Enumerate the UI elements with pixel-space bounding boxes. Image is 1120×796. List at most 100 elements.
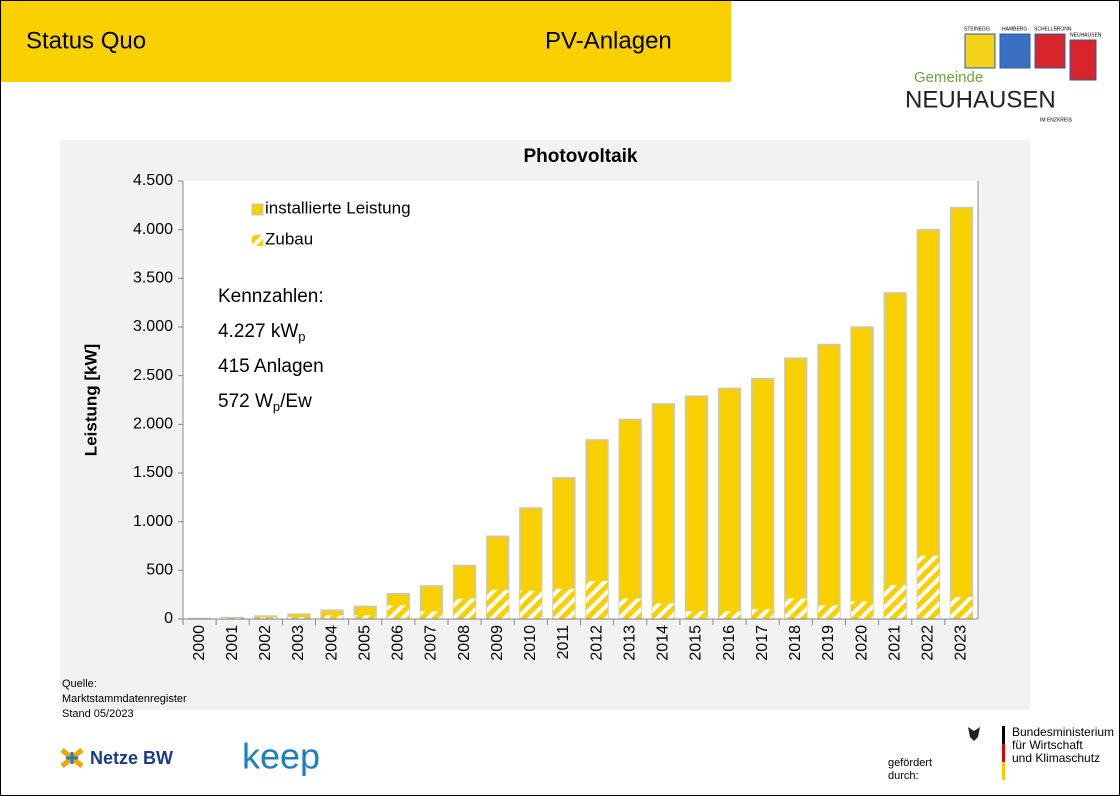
flag-stripe <box>1002 744 1005 762</box>
annotation-text: 4.227 kW <box>218 321 298 342</box>
coat-of-arms <box>1034 33 1066 69</box>
x-tick-label: 2000 <box>191 625 208 661</box>
logo-name: Gemeinde <box>914 69 983 86</box>
bar <box>486 589 509 619</box>
annotation: 572 Wp/Ew <box>218 391 312 414</box>
bar <box>519 590 542 619</box>
x-tick-label: 2021 <box>886 625 903 661</box>
x-tick-label: 2015 <box>688 625 705 661</box>
x-tick-label: 2003 <box>290 625 307 661</box>
y-tick-label: 3.000 <box>133 318 173 335</box>
bar <box>717 387 742 620</box>
x-tick-label: 2005 <box>356 625 373 661</box>
header-title: Status Quo <box>26 27 146 54</box>
chart-title: Photovoltaik <box>523 146 637 167</box>
bar <box>321 615 343 619</box>
bar <box>851 601 873 619</box>
netze-icon <box>66 752 78 764</box>
x-tick-label: 2016 <box>721 625 738 661</box>
bar <box>784 357 808 620</box>
bar <box>817 343 841 620</box>
ministry-text: und Klimaschutz <box>1012 751 1100 765</box>
y-axis-title: Leistung [kW] <box>81 344 100 456</box>
bar <box>685 611 708 619</box>
bar <box>553 588 575 619</box>
annotation: Kennzahlen: <box>218 286 324 307</box>
bar <box>751 377 775 620</box>
annotation-subscript: p <box>298 329 305 344</box>
logo-town: NEUHAUSEN <box>905 86 1056 113</box>
bar <box>818 605 840 619</box>
bar <box>949 206 974 620</box>
x-tick-label: 2011 <box>555 625 572 660</box>
annotation-text: 572 W <box>218 391 273 412</box>
x-tick-label: 2010 <box>522 625 539 661</box>
funded-text: durch: <box>888 770 919 782</box>
annotation: 415 Anlagen <box>218 356 324 377</box>
bar <box>618 418 642 620</box>
x-tick-label: 2009 <box>489 625 506 661</box>
x-tick-label: 2020 <box>853 625 870 661</box>
coat-of-arms <box>999 33 1031 69</box>
chart: Photovoltaik Leistung [kW] 0 500 1.000 1.500 2… <box>81 146 979 661</box>
x-tick-label: 2017 <box>754 625 771 661</box>
y-tick-label: 1.500 <box>133 464 173 481</box>
x-tick-label: 2006 <box>390 625 407 661</box>
x-tick-label: 2013 <box>621 625 638 661</box>
bar <box>619 598 642 619</box>
bar <box>850 326 874 620</box>
netze-logo: Netze BW <box>60 748 173 768</box>
y-tick-label: 0 <box>164 610 173 627</box>
x-tick-label: 2012 <box>588 625 605 661</box>
x-tick-label: 2018 <box>787 625 804 661</box>
x-tick-label: 2023 <box>953 625 970 661</box>
netze-text: Netze BW <box>90 748 173 768</box>
town-name: SCHELLBRONN <box>1034 26 1072 32</box>
y-tick-label: 2.000 <box>133 416 173 433</box>
x-tick-label: 2022 <box>920 625 937 661</box>
bar <box>883 292 907 620</box>
source-text: Quelle: <box>62 678 97 690</box>
coat-of-arms <box>964 33 996 69</box>
x-tick-label: 2004 <box>323 625 340 661</box>
bar <box>254 617 277 619</box>
town-name: STEINEGG <box>964 26 990 32</box>
logo-region: IM ENZKREIS <box>1040 117 1073 123</box>
bar <box>917 555 940 619</box>
ministry-text: für Wirtschaft <box>1012 738 1083 752</box>
bar <box>420 611 443 619</box>
town-name: NEUHAUSEN <box>1070 32 1102 38</box>
ministry-logo: Bundesministerium für Wirtschaft und Kli… <box>968 725 1114 780</box>
bar <box>387 605 410 619</box>
x-tick-label: 2014 <box>655 625 672 661</box>
source-text: Marktstammdatenregister <box>62 693 187 705</box>
bar <box>751 609 774 619</box>
legend-swatch <box>252 235 263 246</box>
bar <box>884 584 907 619</box>
bar <box>354 615 377 619</box>
y-tick-label: 3.500 <box>133 270 173 287</box>
annotation-text: Kennzahlen: <box>218 286 324 307</box>
source-text: Stand 05/2023 <box>62 708 134 720</box>
bar <box>651 403 675 620</box>
bar <box>784 598 807 619</box>
x-tick-label: 2019 <box>820 625 837 661</box>
funded-text: gefördert <box>888 757 932 769</box>
x-tick-label: 2007 <box>423 625 440 661</box>
flag-stripe <box>1002 762 1005 780</box>
header-topic: PV-Anlagen <box>545 27 672 54</box>
x-tick-label: 2008 <box>456 625 473 661</box>
y-tick-label: 500 <box>146 562 173 579</box>
header-band <box>1 1 731 82</box>
legend-label: installierte Leistung <box>265 198 411 217</box>
municipality-logo: STEINEGG HAMBERG SCHELLBRONN NEUHAUSEN G… <box>905 26 1102 123</box>
coat-of-arms <box>1069 39 1097 81</box>
legend-swatch <box>251 203 264 216</box>
annotation-text: 415 Anlagen <box>218 356 324 377</box>
bar <box>586 581 608 619</box>
ministry-text: Bundesministerium <box>1012 725 1114 739</box>
x-tick-label: 2002 <box>257 625 274 661</box>
y-tick-label: 2.500 <box>133 367 173 384</box>
y-tick-label: 1.000 <box>133 513 173 530</box>
